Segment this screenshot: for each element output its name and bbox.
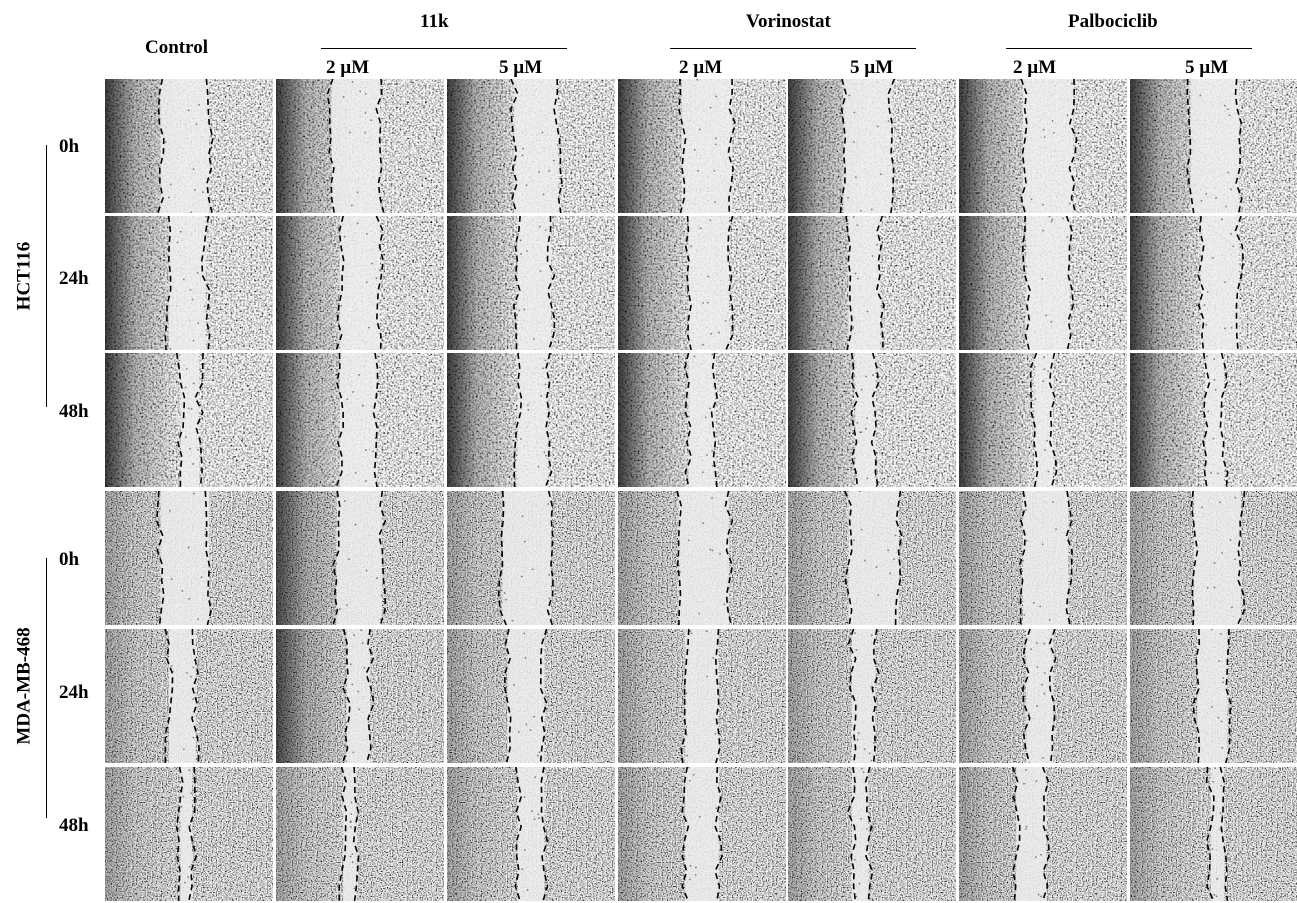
micrograph-panel <box>788 629 956 763</box>
timepoint-label-hct116-24h: 24h <box>59 268 89 289</box>
cell-line-bracket-mda <box>46 558 47 818</box>
micrograph-panel <box>276 353 444 487</box>
micrograph-panel <box>788 216 956 350</box>
column-header-control: Control <box>145 37 208 58</box>
micrograph-panel <box>105 216 273 350</box>
micrograph-panel <box>447 79 615 213</box>
micrograph-panel <box>105 767 273 901</box>
micrograph-panel <box>447 767 615 901</box>
column-header-11k-2um: 2 µM <box>326 57 370 78</box>
column-header-11k-5um: 5 µM <box>499 57 543 78</box>
micrograph-panel <box>788 79 956 213</box>
group-line-11k <box>321 48 567 49</box>
group-line-palbociclib <box>1006 48 1252 49</box>
micrograph-panel <box>105 629 273 763</box>
micrograph-panel <box>276 767 444 901</box>
column-header-vorinostat-5um: 5 µM <box>850 57 894 78</box>
micrograph-panel <box>618 767 786 901</box>
micrograph-panel <box>788 353 956 487</box>
timepoint-label-mda-48h: 48h <box>59 815 89 836</box>
micrograph-panel <box>618 491 786 625</box>
micrograph-panel <box>105 353 273 487</box>
micrograph-panel <box>959 629 1127 763</box>
micrograph-panel <box>788 491 956 625</box>
micrograph-panel <box>959 767 1127 901</box>
column-header-vorinostat-2um: 2 µM <box>679 57 723 78</box>
micrograph-panel <box>1130 79 1297 213</box>
micrograph-panel <box>618 79 786 213</box>
micrograph-panel <box>276 79 444 213</box>
micrograph-panel <box>447 491 615 625</box>
timepoint-label-hct116-0h: 0h <box>59 136 80 157</box>
micrograph-panel <box>276 216 444 350</box>
cell-line-bracket-hct116 <box>46 145 47 407</box>
micrograph-panel <box>618 353 786 487</box>
micrograph-panel <box>105 491 273 625</box>
micrograph-panel <box>959 353 1127 487</box>
micrograph-panel <box>276 629 444 763</box>
micrograph-panel <box>447 353 615 487</box>
micrograph-panel <box>1130 767 1297 901</box>
group-header-vorinostat: Vorinostat <box>746 11 831 32</box>
micrograph-panel <box>1130 491 1297 625</box>
micrograph-panel <box>276 491 444 625</box>
micrograph-panel <box>959 216 1127 350</box>
micrograph-panel <box>618 629 786 763</box>
group-header-11k: 11k <box>420 11 449 32</box>
micrograph-panel <box>105 79 273 213</box>
micrograph-panel <box>447 629 615 763</box>
micrograph-panel <box>959 79 1127 213</box>
group-line-vorinostat <box>670 48 916 49</box>
micrograph-panel <box>1130 216 1297 350</box>
micrograph-panel <box>1130 629 1297 763</box>
timepoint-label-mda-0h: 0h <box>59 549 80 570</box>
micrograph-panel <box>788 767 956 901</box>
column-header-palbociclib-5um: 5 µM <box>1185 57 1229 78</box>
column-header-palbociclib-2um: 2 µM <box>1013 57 1057 78</box>
group-header-palbociclib: Palbociclib <box>1068 11 1158 32</box>
micrograph-panel <box>447 216 615 350</box>
timepoint-label-mda-24h: 24h <box>59 682 89 703</box>
timepoint-label-hct116-48h: 48h <box>59 401 89 422</box>
micrograph-panel <box>959 491 1127 625</box>
micrograph-panel <box>618 216 786 350</box>
micrograph-panel <box>1130 353 1297 487</box>
